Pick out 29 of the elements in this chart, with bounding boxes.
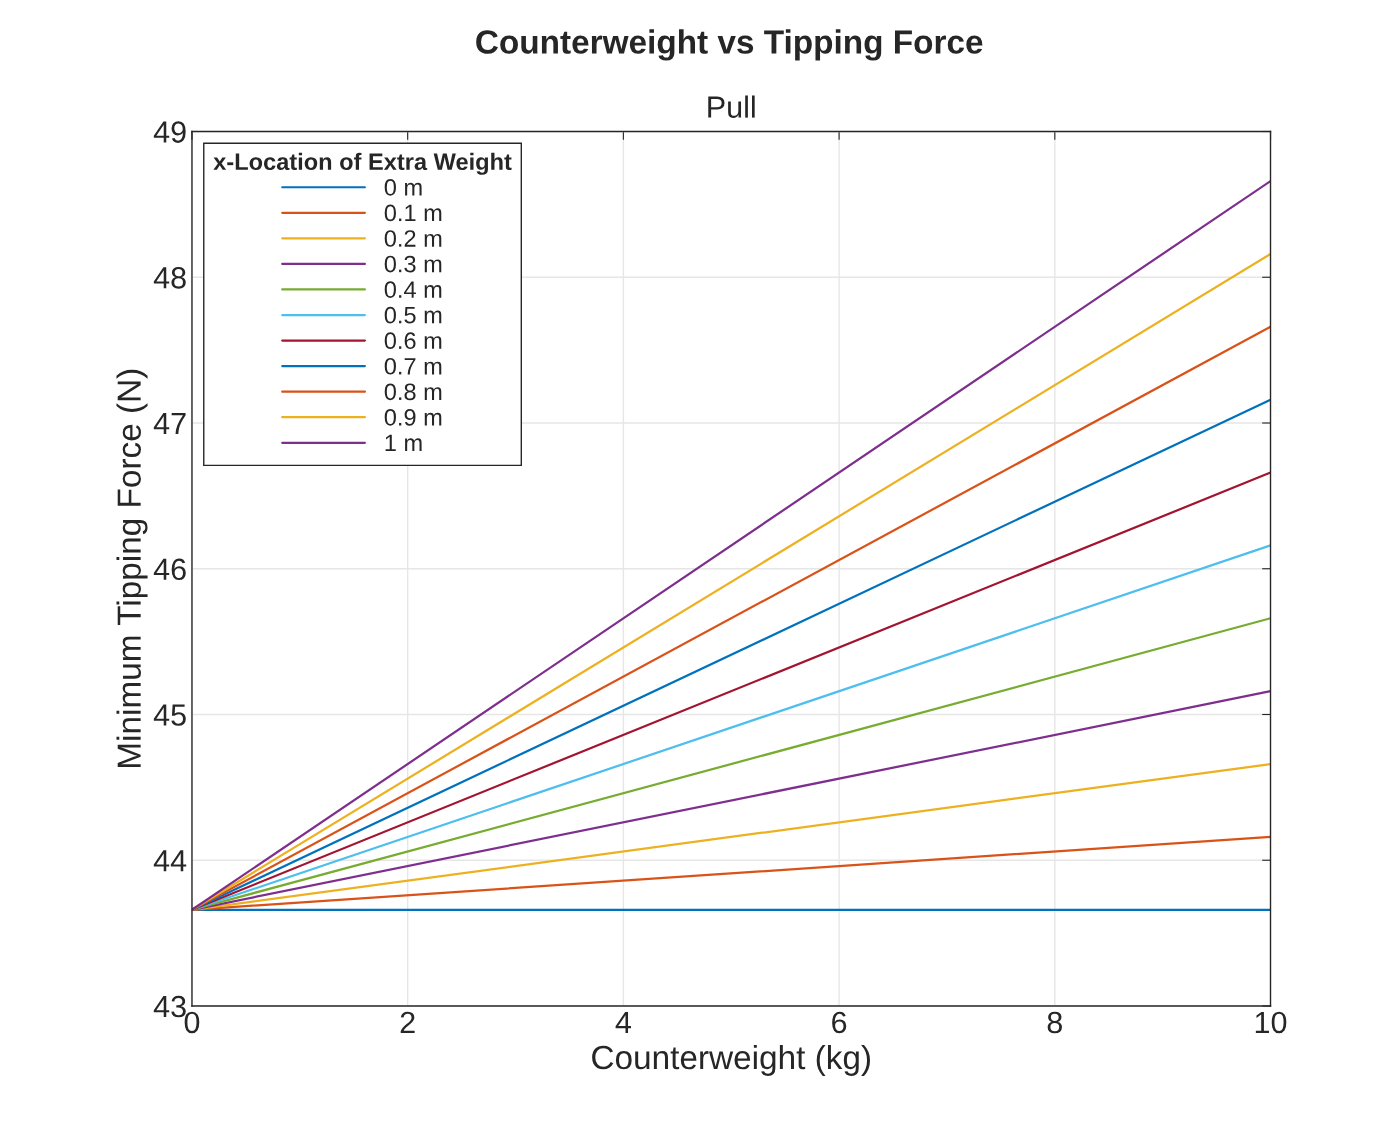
legend-label: 0.7 m <box>384 357 442 375</box>
x-axis-title: Counterweight (kg) <box>592 1044 870 1076</box>
x-tick-label: 2 <box>400 1011 415 1033</box>
legend-label: 0.2 m <box>384 230 442 247</box>
x-tick-label: 10 <box>1255 1011 1287 1034</box>
y-tick-label: 44 <box>153 850 187 872</box>
legend-label: 0.6 m <box>384 332 442 350</box>
x-tick-label: 4 <box>615 1011 631 1033</box>
legend-label: 0.4 m <box>384 281 442 298</box>
y-axis-title: Minimum Tipping Force (N) <box>116 369 148 767</box>
legend-label: 0.5 m <box>384 306 442 324</box>
legend-label: 1 m <box>385 434 422 452</box>
y-tick-label: 45 <box>153 704 186 726</box>
y-tick-label: 47 <box>153 413 186 435</box>
x-tick-label: 6 <box>832 1011 847 1034</box>
y-tick-label: 49 <box>153 121 186 143</box>
legend-label: 0.9 m <box>384 409 442 426</box>
chart-subtitle: Pull <box>708 95 755 118</box>
legend-label: 0.8 m <box>384 383 442 401</box>
x-tick-label: 8 <box>1047 1011 1062 1034</box>
legend-label: 0 m <box>384 179 422 196</box>
y-tick-label: 46 <box>153 558 186 581</box>
legend-label: 0.1 m <box>384 204 442 222</box>
legend-title: x-Location of Extra Weight <box>213 152 512 175</box>
chart-title: Counterweight vs Tipping Force <box>476 29 983 61</box>
legend-label: 0.3 m <box>384 255 442 273</box>
y-tick-label: 48 <box>153 266 186 289</box>
y-tick-label: 43 <box>153 995 186 1018</box>
x-tick-label: 0 <box>184 1011 200 1034</box>
